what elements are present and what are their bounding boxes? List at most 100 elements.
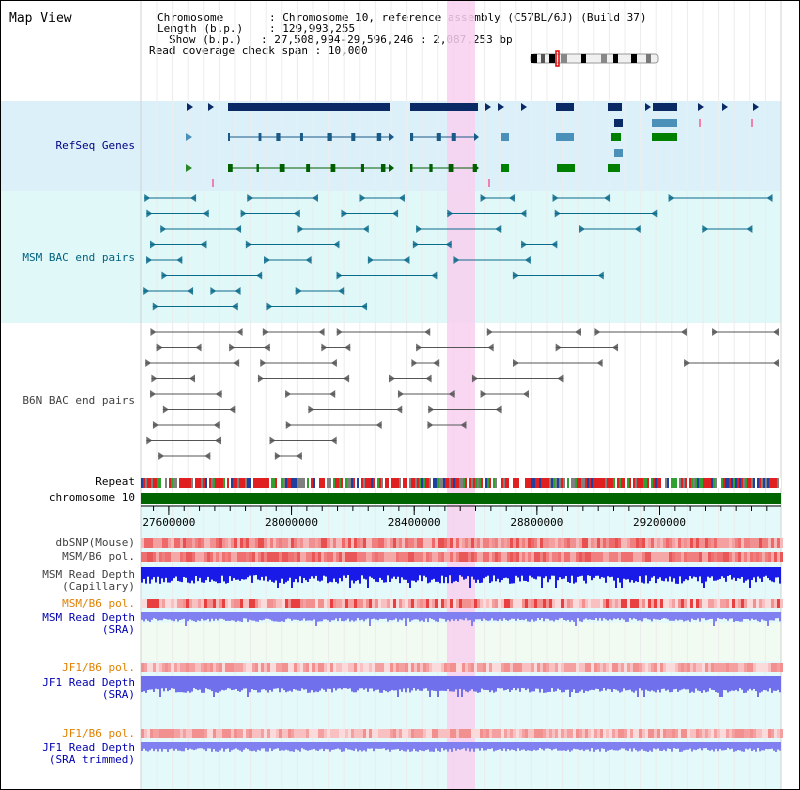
- msm-depth-sra-bar: [583, 612, 585, 620]
- dbsnp-strip: [408, 538, 411, 548]
- jf1-b6-pol-trimmed-strip: [294, 729, 297, 738]
- jf1-b6-pol-trimmed-strip: [426, 729, 429, 738]
- track-label-refseq-genes[interactable]: RefSeq Genes: [55, 139, 135, 152]
- jf1-b6-pol-strip: [561, 663, 564, 672]
- msm-bac-pair-end: [392, 209, 399, 218]
- msm-depth-capillary-bar: [415, 567, 417, 583]
- msm-depth-sra-bar: [733, 612, 735, 622]
- msm-depth-capillary-bar: [377, 567, 379, 583]
- msm-b6-pol-strip: [621, 552, 624, 562]
- jf1-depth-sra-bar: [505, 676, 507, 690]
- msm-depth-capillary-bar: [755, 567, 757, 583]
- msm-b6-pol-sra-strip: [450, 599, 453, 608]
- jf1-depth-trimmed-bar: [301, 742, 303, 749]
- repeat-segment: [219, 478, 221, 488]
- msm-b6-pol-strip: [159, 552, 162, 562]
- msm-bac-pair-end: [554, 209, 561, 218]
- jf1-b6-pol-trimmed-strip: [552, 729, 555, 738]
- msm-b6-pol-strip: [441, 552, 444, 562]
- jf1-depth-sra-bar: [443, 676, 445, 691]
- track-label-jf1-b6-pol[interactable]: JF1/B6 pol.: [62, 661, 135, 674]
- msm-depth-capillary-bar: [553, 567, 555, 576]
- dbsnp-strip: [186, 538, 189, 548]
- jf1-depth-sra-bar: [555, 676, 557, 692]
- msm-depth-capillary-bar: [739, 567, 741, 579]
- track-label-msm-bac[interactable]: MSM BAC end pairs: [22, 251, 135, 264]
- dbsnp-strip: [372, 538, 375, 548]
- msm-b6-pol-sra-strip: [327, 599, 330, 608]
- b6n-bac-pair-end: [336, 328, 343, 336]
- jf1-depth-trimmed-bar: [561, 742, 563, 751]
- jf1-depth-sra-bar: [257, 676, 259, 693]
- track-label-dbsnp[interactable]: dbSNP(Mouse): [55, 536, 135, 549]
- msm-b6-pol-strip: [747, 552, 750, 562]
- track-label-msm-b6-pol[interactable]: MSM/B6 pol.: [62, 550, 135, 563]
- track-label-repeat[interactable]: Repeat: [95, 475, 135, 488]
- b6n-bac-pair-end: [330, 436, 337, 445]
- msm-b6-pol-strip: [564, 552, 567, 562]
- jf1-depth-sra-bar: [715, 676, 717, 693]
- jf1-b6-pol-strip: [237, 663, 240, 672]
- jf1-b6-pol-strip: [483, 663, 486, 672]
- jf1-b6-pol-strip: [777, 663, 780, 672]
- msm-depth-sra-bar: [173, 612, 175, 622]
- repeat-segment: [333, 478, 335, 488]
- msm-b6-pol-strip: [195, 552, 198, 562]
- msm-depth-sra-bar: [679, 612, 681, 620]
- msm-b6-pol-sra-strip: [534, 599, 537, 608]
- repeat-segment: [777, 478, 779, 488]
- jf1-depth-sra-bar: [533, 676, 535, 692]
- jf1-b6-pol-trimmed-strip: [288, 729, 291, 738]
- msm-b6-pol-sra-strip: [447, 599, 450, 608]
- msm-bac-pair-end: [361, 302, 368, 311]
- ideogram-band: [541, 54, 545, 63]
- msm-b6-pol-strip: [234, 552, 237, 562]
- msm-b6-pol-strip: [333, 552, 336, 562]
- track-label-msm-depth-sra[interactable]: MSM Read Depth (SRA): [42, 611, 135, 636]
- track-label-chromosome[interactable]: chromosome 10: [48, 491, 135, 504]
- msm-depth-sra-bar: [181, 612, 183, 620]
- msm-depth-sra-bar: [411, 612, 413, 621]
- dbsnp-strip: [765, 538, 768, 548]
- jf1-b6-pol-trimmed-strip: [201, 729, 204, 738]
- jf1-b6-pol-strip: [762, 663, 765, 672]
- repeat-segment: [247, 478, 249, 488]
- msm-b6-pol-strip: [486, 552, 489, 562]
- jf1-b6-pol-trimmed-strip: [366, 729, 369, 738]
- jf1-depth-sra-bar: [247, 676, 249, 697]
- jf1-depth-trimmed-bar: [483, 742, 485, 751]
- jf1-depth-trimmed-bar: [701, 742, 703, 751]
- jf1-depth-sra-bar: [497, 676, 499, 689]
- track-label-msm-depth-capillary[interactable]: MSM Read Depth (Capillary): [42, 568, 135, 593]
- jf1-b6-pol-strip: [351, 663, 354, 672]
- jf1-b6-pol-strip: [432, 663, 435, 672]
- jf1-depth-trimmed-bar: [707, 742, 709, 750]
- msm-b6-pol-strip: [378, 552, 381, 562]
- jf1-b6-pol-strip: [201, 663, 204, 672]
- track-label-jf1-depth-trimmed[interactable]: JF1 Read Depth (SRA trimmed): [42, 741, 135, 766]
- msm-depth-sra-bar: [421, 612, 423, 621]
- repeat-segment: [343, 478, 345, 488]
- jf1-depth-trimmed-bar: [645, 742, 647, 752]
- track-label-jf1-b6-pol-trimmed[interactable]: JF1/B6 pol.: [62, 727, 135, 740]
- repeat-segment: [617, 478, 619, 488]
- repeat-segment: [211, 478, 213, 488]
- msm-depth-sra-bar: [561, 612, 563, 619]
- msm-depth-sra-bar: [487, 612, 489, 621]
- jf1-depth-sra-bar: [155, 676, 157, 689]
- jf1-depth-sra-bar: [397, 676, 399, 697]
- msm-depth-capillary-bar: [507, 567, 509, 579]
- msm-b6-pol-sra-strip: [246, 599, 249, 608]
- track-label-msm-b6-pol-sra[interactable]: MSM/B6 pol.: [62, 597, 135, 610]
- dbsnp-strip: [510, 538, 513, 548]
- repeat-segment: [707, 478, 709, 488]
- track-label-b6n-bac[interactable]: B6N BAC end pairs: [22, 394, 135, 407]
- msm-b6-pol-sra-strip: [660, 599, 663, 608]
- jf1-depth-sra-bar: [609, 676, 611, 690]
- dbsnp-strip: [504, 538, 507, 548]
- repeat-segment: [619, 478, 621, 488]
- track-label-jf1-depth-sra[interactable]: JF1 Read Depth (SRA): [42, 676, 135, 701]
- jf1-depth-sra-bar: [615, 676, 617, 690]
- msm-depth-sra-bar: [419, 612, 421, 622]
